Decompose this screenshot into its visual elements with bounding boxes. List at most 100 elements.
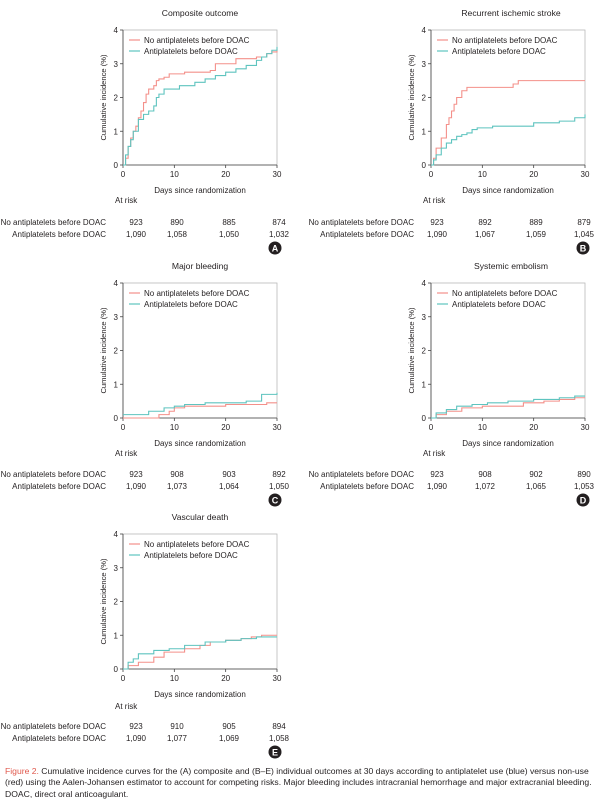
plot-frame [430,282,586,419]
y-tick-label: 2 [114,347,119,356]
at-risk-value: 1,090 [427,230,448,239]
series-line-antiplatelets [431,395,585,419]
at-risk-title: At risk [115,196,138,205]
panel-letter-badge [268,493,282,507]
at-risk-value: 1,067 [475,230,496,239]
series-line-no-antiplatelets [123,402,277,419]
at-risk-value: 908 [478,470,492,479]
y-tick-label: 0 [422,414,427,423]
y-axis-label: Cumulative incidence (%) [99,54,108,141]
series-line-antiplatelets [123,636,277,670]
at-risk-value: 902 [529,470,543,479]
series-line-antiplatelets [431,114,586,166]
y-tick-label: 0 [422,161,427,170]
y-tick-label: 4 [114,279,119,288]
y-tick-label: 0 [114,161,119,170]
at-risk-value: 892 [272,470,286,479]
at-risk-title: At risk [423,196,446,205]
x-tick-label: 10 [170,423,179,432]
panel-title: Major bleeding [172,261,229,271]
panel-title: Vascular death [172,512,229,522]
at-risk-value: 1,050 [269,482,290,491]
y-axis-label: Cumulative incidence (%) [407,54,416,141]
y-tick-label: 3 [422,313,427,322]
x-tick-label: 20 [529,423,538,432]
at-risk-value: 1,032 [269,230,290,239]
panel-letter: D [580,495,587,505]
panel-letter-badge [576,241,590,255]
y-tick-label: 2 [114,598,119,607]
at-risk-row-label: Antiplatelets before DOAC [320,230,414,239]
y-tick-label: 1 [114,631,119,640]
panel-letter: C [272,495,279,505]
series-line-no-antiplatelets [431,397,585,419]
at-risk-value: 892 [478,218,492,227]
x-tick-label: 10 [170,170,179,179]
panel-c: Major bleeding 0 1 2 3 4 0 10 20 30 Cumulative inc… [1,261,290,507]
y-axis-label: Cumulative incidence (%) [99,558,108,645]
y-tick-label: 4 [422,26,427,35]
x-tick-label: 30 [273,423,282,432]
y-tick-label: 0 [114,665,119,674]
y-tick-label: 0 [114,414,119,423]
x-axis-label: Days since randomization [462,439,554,448]
y-tick-label: 4 [114,530,119,539]
at-risk-value: 1,069 [219,734,240,743]
series-line-no-antiplatelets [431,80,585,166]
plot-frame [122,282,278,419]
at-risk-row-label: No antiplatelets before DOAC [1,218,107,227]
at-risk-row-label: Antiplatelets before DOAC [12,734,106,743]
y-tick-label: 1 [114,127,119,136]
panel-title: Systemic embolism [474,261,548,271]
series-line-antiplatelets [123,392,278,416]
series-line-antiplatelets [123,46,278,166]
legend-label: No antiplatelets before DOAC [452,289,558,298]
caption-text: Cumulative incidence curves for the (A) … [5,766,592,799]
figure-caption: Figure 2. Cumulative incidence curves fo… [5,766,597,800]
at-risk-value: 923 [129,218,143,227]
legend-label: No antiplatelets before DOAC [144,540,250,549]
at-risk-value: 1,053 [574,482,595,491]
y-tick-label: 3 [114,60,119,69]
panel-letter-badge [576,493,590,507]
at-risk-value: 1,073 [167,482,188,491]
at-risk-value: 1,065 [526,482,547,491]
panel-title: Recurrent ischemic stroke [461,8,561,18]
legend-label: Antiplatelets before DOAC [452,47,546,56]
at-risk-value: 879 [577,218,591,227]
at-risk-row-label: Antiplatelets before DOAC [12,230,106,239]
at-risk-value: 923 [129,722,143,731]
at-risk-value: 923 [430,218,444,227]
panel-b: Recurrent ischemic stroke 0 1 2 3 4 0 10 20 30 Cum… [309,8,595,255]
at-risk-value: 894 [272,722,286,731]
x-tick-label: 30 [273,674,282,683]
x-axis-label: Days since randomization [154,439,246,448]
at-risk-value: 1,059 [526,230,547,239]
panel-a: Composite outcome 0 1 2 3 4 0 10 20 30 Cumulative … [1,8,290,255]
legend-label: No antiplatelets before DOAC [144,289,250,298]
at-risk-row-label: Antiplatelets before DOAC [320,482,414,491]
y-tick-label: 3 [114,564,119,573]
x-axis-label: Days since randomization [154,690,246,699]
at-risk-value: 1,064 [219,482,240,491]
panel-letter: A [272,243,279,253]
x-tick-label: 20 [529,170,538,179]
x-tick-label: 10 [170,674,179,683]
legend-label: Antiplatelets before DOAC [144,300,238,309]
panel-letter-badge [268,745,282,759]
x-tick-label: 30 [581,423,590,432]
y-tick-label: 4 [114,26,119,35]
at-risk-title: At risk [115,702,138,711]
at-risk-value: 1,090 [126,482,147,491]
x-axis-label: Days since randomization [154,186,246,195]
at-risk-row-label: No antiplatelets before DOAC [1,722,107,731]
at-risk-row-label: Antiplatelets before DOAC [12,482,106,491]
at-risk-value: 1,090 [126,734,147,743]
legend-label: Antiplatelets before DOAC [452,300,546,309]
y-axis-label: Cumulative incidence (%) [99,307,108,394]
y-tick-label: 1 [114,380,119,389]
y-tick-label: 4 [422,279,427,288]
y-axis-label: Cumulative incidence (%) [407,307,416,394]
at-risk-value: 874 [272,218,286,227]
